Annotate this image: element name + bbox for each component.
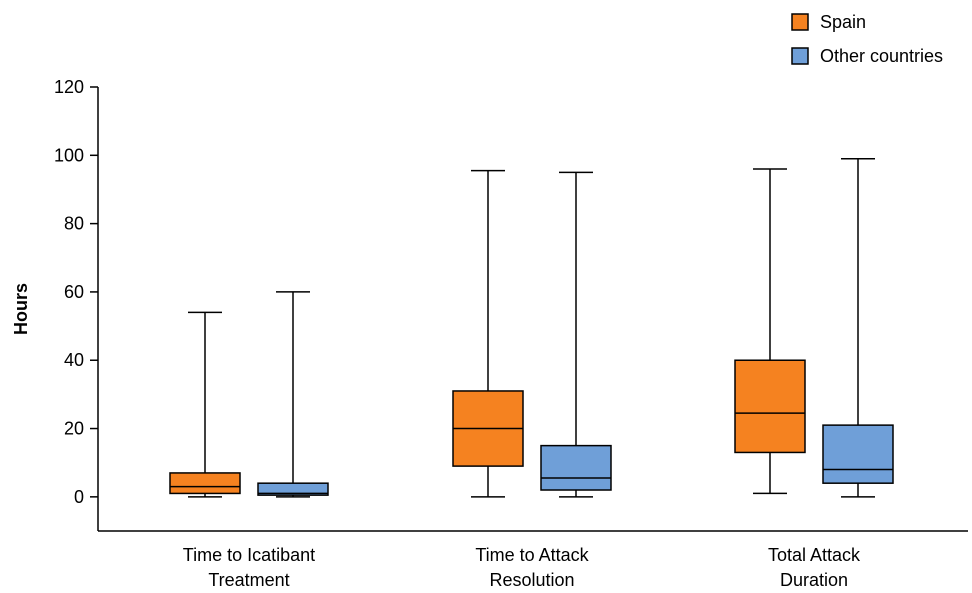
legend: Spain Other countries [791,12,943,66]
y-tick-label: 0 [74,487,84,507]
y-tick-label: 40 [64,350,84,370]
x-category-label: Time to Icatibant Treatment [183,545,315,590]
iqr-box [734,359,806,454]
y-axis-title: Hours [11,283,31,335]
y-tick-label: 120 [54,77,84,97]
x-category-label: Time to Attack Resolution [475,545,589,590]
y-tick-label: 20 [64,419,84,439]
axes: 0 20 40 60 80 100 120 Hours [11,77,968,532]
box-spain-2 [734,168,806,495]
legend-swatch [791,47,809,65]
iqr-box [822,424,894,484]
boxes [169,157,894,498]
legend-swatch [791,13,809,31]
x-axis-labels: Time to Icatibant Treatment Time to Attack… [183,545,861,590]
legend-label: Other countries [820,46,943,66]
box-spain-1 [452,169,524,498]
x-category-label: Total Attack Duration [768,545,861,590]
y-tick-label: 80 [64,214,84,234]
box-spain-0 [169,311,241,498]
legend-label: Spain [820,12,866,32]
box-other-countries-1 [540,171,612,498]
iqr-box [540,444,612,491]
box-other-countries-0 [257,291,329,498]
box-other-countries-2 [822,157,894,498]
iqr-box [169,472,241,495]
y-tick-label: 60 [64,282,84,302]
y-tick-label: 100 [54,145,84,165]
iqr-box [257,482,329,496]
